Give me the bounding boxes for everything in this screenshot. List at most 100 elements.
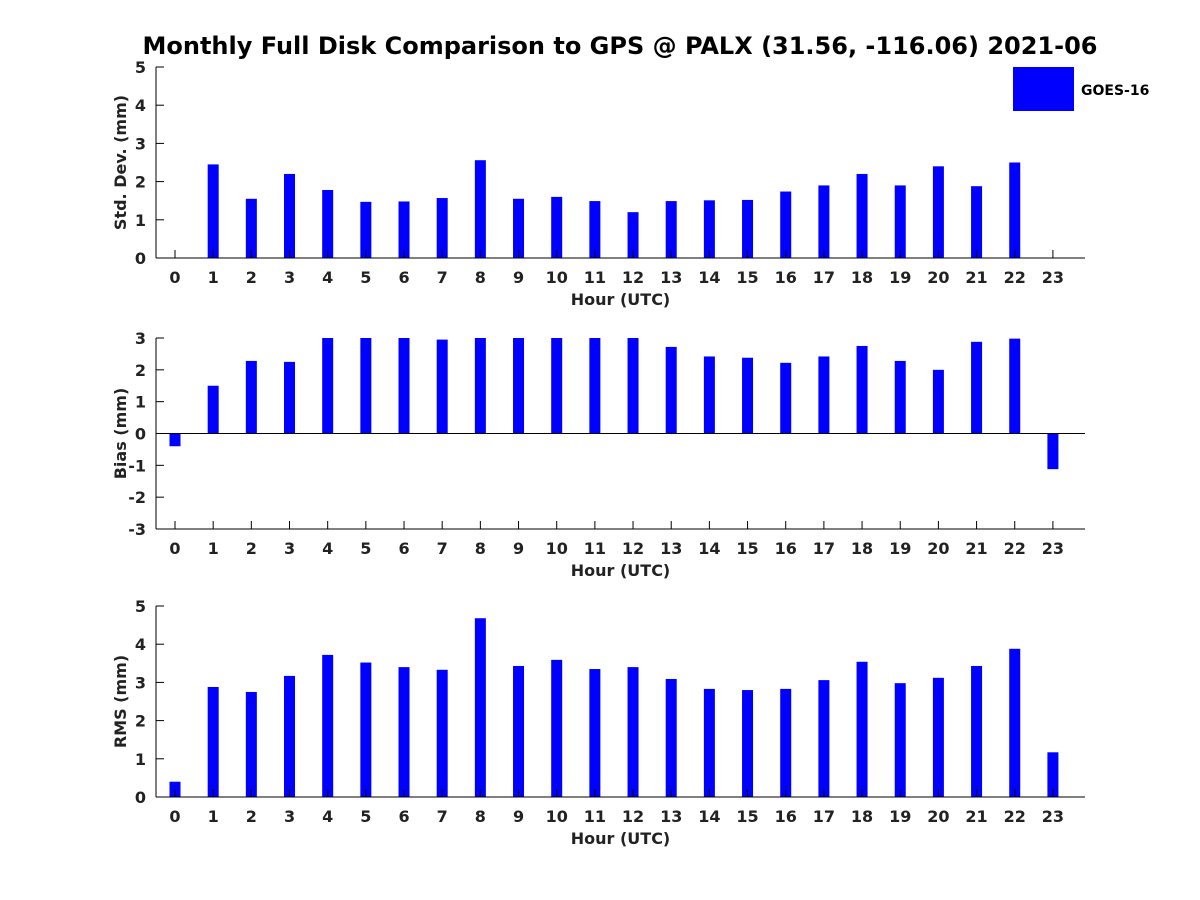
y-tick-label: 0 — [135, 425, 146, 444]
x-tick-label: 4 — [322, 807, 333, 826]
x-tick-label: 21 — [965, 539, 987, 558]
x-tick-label: 6 — [398, 807, 409, 826]
bar — [818, 356, 830, 434]
x-tick-label: 2 — [246, 807, 257, 826]
legend: GOES-16 — [1013, 67, 1149, 111]
x-tick-label: 13 — [660, 807, 682, 826]
bar — [245, 198, 257, 258]
bar — [322, 654, 334, 797]
x-tick-label: 22 — [1004, 807, 1026, 826]
x-tick-label: 4 — [322, 268, 333, 287]
y-tick-label: 0 — [135, 249, 146, 268]
x-tick-label: 4 — [322, 539, 333, 558]
x-tick-label: 9 — [513, 807, 524, 826]
x-tick-label: 14 — [698, 268, 720, 287]
x-tick-label: 10 — [546, 807, 568, 826]
bar — [627, 667, 639, 797]
x-tick-label: 19 — [889, 539, 911, 558]
bar — [436, 198, 448, 258]
bar — [513, 198, 525, 258]
y-tick-label: 1 — [135, 211, 146, 230]
x-tick-label: 11 — [584, 807, 606, 826]
y-tick-label: 1 — [135, 750, 146, 769]
bar — [589, 338, 601, 434]
x-tick-label: 18 — [851, 268, 873, 287]
bar — [627, 338, 639, 434]
bar — [398, 338, 410, 434]
x-tick-label: 8 — [475, 268, 486, 287]
bar — [245, 691, 257, 797]
y-tick-label: 3 — [135, 673, 146, 692]
x-tick-label: 1 — [208, 807, 219, 826]
x-tick-label: 15 — [736, 268, 758, 287]
x-tick-label: 10 — [546, 539, 568, 558]
y-tick-label: 4 — [135, 96, 146, 115]
bar — [207, 385, 219, 434]
bar — [665, 678, 677, 797]
legend-label: GOES-16 — [1081, 83, 1149, 99]
bar — [932, 369, 944, 434]
x-tick-label: 3 — [284, 539, 295, 558]
y-tick-label: 3 — [135, 134, 146, 153]
bar — [322, 338, 334, 434]
bar — [894, 360, 906, 434]
bar — [1009, 648, 1021, 797]
bar — [169, 433, 181, 447]
x-tick-label: 20 — [927, 807, 949, 826]
x-tick-label: 8 — [475, 807, 486, 826]
bar — [780, 191, 792, 258]
x-tick-label: 14 — [698, 539, 720, 558]
x-tick-label: 20 — [927, 539, 949, 558]
y-tick-label: 2 — [135, 712, 146, 731]
bar — [665, 201, 677, 258]
bar — [665, 346, 677, 434]
bar — [971, 186, 983, 258]
x-tick-label: 16 — [775, 807, 797, 826]
x-tick-label: 18 — [851, 539, 873, 558]
y-tick-label: 4 — [135, 635, 146, 654]
chart-title: Monthly Full Disk Comparison to GPS @ PA… — [143, 32, 1098, 60]
bar — [551, 338, 563, 434]
x-tick-label: 20 — [927, 268, 949, 287]
y-tick-label: 5 — [135, 58, 146, 77]
x-tick-label: 12 — [622, 807, 644, 826]
bar — [780, 362, 792, 434]
bar — [1047, 433, 1059, 470]
x-tick-label: 21 — [965, 807, 987, 826]
bar — [360, 338, 372, 434]
bar — [856, 173, 868, 258]
x-tick-label: 19 — [889, 268, 911, 287]
y-tick-label: 3 — [135, 329, 146, 348]
x-tick-label: 7 — [437, 268, 448, 287]
y-axis-label: Bias (mm) — [111, 388, 130, 480]
x-tick-label: 12 — [622, 539, 644, 558]
bar — [207, 164, 219, 258]
x-tick-label: 21 — [965, 268, 987, 287]
y-tick-label: 5 — [135, 597, 146, 616]
x-tick-label: 17 — [813, 807, 835, 826]
x-tick-label: 17 — [813, 268, 835, 287]
y-tick-label: -3 — [128, 520, 146, 539]
x-tick-label: 0 — [169, 807, 180, 826]
x-tick-label: 2 — [246, 539, 257, 558]
x-tick-label: 12 — [622, 268, 644, 287]
bar — [703, 200, 715, 258]
y-axis-label: Std. Dev. (mm) — [111, 95, 130, 230]
bar — [818, 185, 830, 258]
x-tick-label: 18 — [851, 807, 873, 826]
y-tick-label: 2 — [135, 361, 146, 380]
x-tick-label: 0 — [169, 268, 180, 287]
x-tick-label: 14 — [698, 807, 720, 826]
x-tick-label: 11 — [584, 539, 606, 558]
x-tick-label: 23 — [1042, 539, 1064, 558]
x-tick-label: 13 — [660, 539, 682, 558]
bar — [474, 160, 486, 258]
bar — [971, 341, 983, 434]
x-tick-label: 23 — [1042, 268, 1064, 287]
y-tick-label: 0 — [135, 788, 146, 807]
bar — [474, 618, 486, 797]
bar — [207, 686, 219, 797]
